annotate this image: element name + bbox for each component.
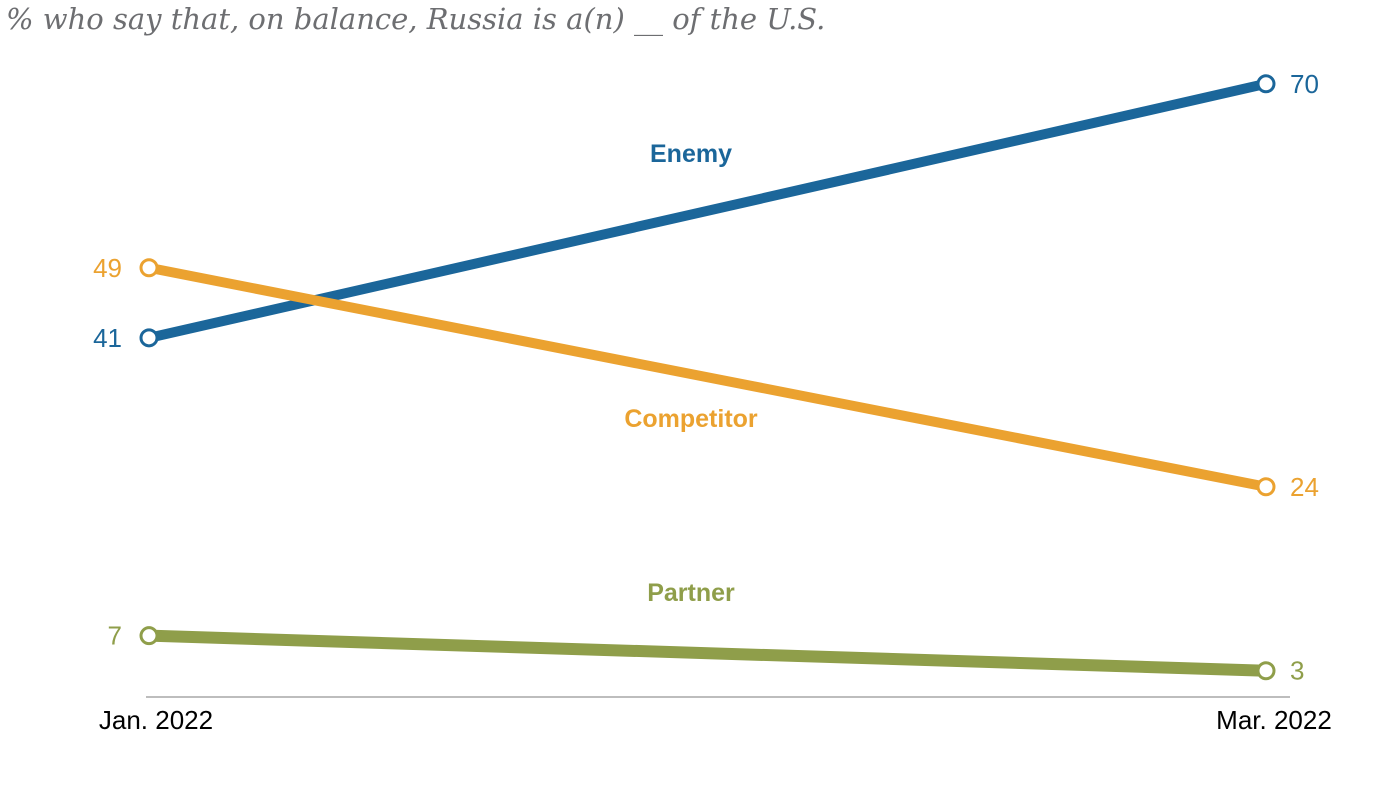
competitor-point-start xyxy=(139,258,159,278)
competitor-point-end xyxy=(1256,477,1276,497)
enemy-line xyxy=(144,78,1271,343)
enemy-series-label: Enemy xyxy=(650,140,732,168)
competitor-series-label: Competitor xyxy=(624,405,758,433)
partner-series-label: Partner xyxy=(647,579,735,607)
partner-point-end xyxy=(1256,661,1276,681)
series-layer: 41 70 Enemy 49 24 Competitor 7 3 Partner xyxy=(93,69,1319,686)
series-competitor: 49 24 Competitor xyxy=(93,253,1319,502)
partner-point-start xyxy=(139,626,159,646)
enemy-value-label-end: 70 xyxy=(1290,69,1319,99)
competitor-value-label-end: 24 xyxy=(1290,472,1319,502)
partner-value-label-end: 3 xyxy=(1290,656,1304,686)
partner-line xyxy=(143,629,1272,677)
enemy-point-end xyxy=(1256,74,1276,94)
series-enemy: 41 70 Enemy xyxy=(93,69,1319,353)
series-partner: 7 3 Partner xyxy=(108,579,1305,686)
enemy-point-start xyxy=(139,328,159,348)
x-axis-ticks: Jan. 2022 Mar. 2022 xyxy=(99,705,1332,735)
competitor-line xyxy=(144,262,1271,492)
competitor-value-label-start: 49 xyxy=(93,253,122,283)
chart-subtitle: % who say that, on balance, Russia is a(… xyxy=(6,2,826,36)
x-tick-label-0: Jan. 2022 xyxy=(99,705,213,735)
enemy-value-label-start: 41 xyxy=(93,323,122,353)
partner-value-label-start: 7 xyxy=(108,621,122,651)
x-tick-label-1: Mar. 2022 xyxy=(1216,705,1332,735)
